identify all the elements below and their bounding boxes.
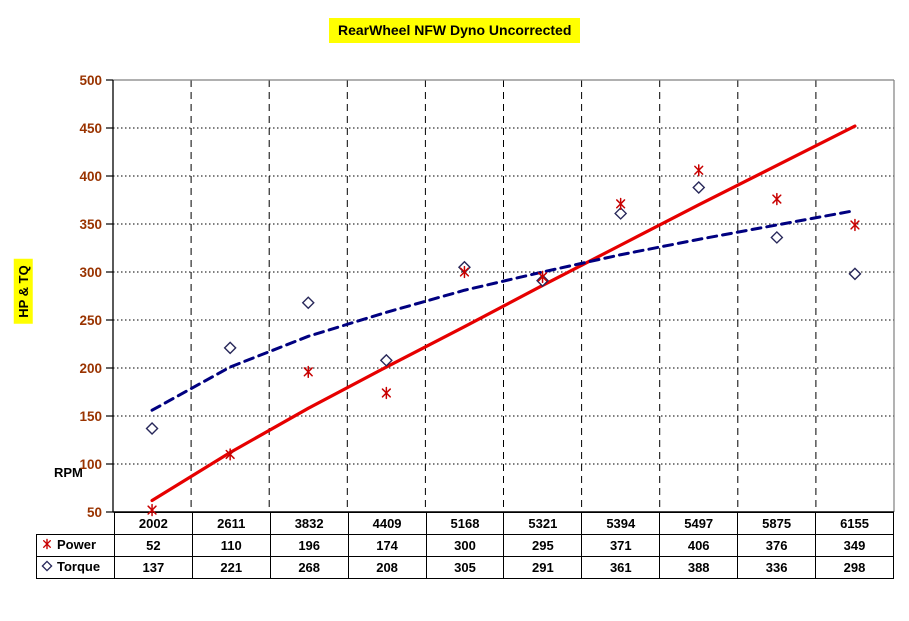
legend-torque: Torque (36, 556, 115, 579)
rpm-cell: 6155 (815, 512, 894, 535)
power-value-cell: 300 (425, 534, 505, 557)
data-table: 2002 2611 3832 4409 5168 5321 5394 5497 5875 6155… (36, 512, 894, 579)
y-tick-label: 300 (79, 265, 102, 280)
y-tick-label: 150 (79, 409, 102, 424)
torque-value-cell: 336 (737, 556, 817, 579)
power-marker (694, 164, 704, 177)
torque-marker (848, 267, 862, 281)
y-axis-title: HP & TQ (13, 259, 33, 324)
torque-marker (770, 230, 784, 244)
power-value-cell: 371 (581, 534, 661, 557)
y-tick-label: 350 (79, 217, 102, 232)
rpm-cell: 2611 (191, 512, 271, 535)
torque-value-cell: 305 (425, 556, 505, 579)
torque-marker (692, 181, 706, 195)
rpm-cell: 5168 (425, 512, 505, 535)
torque-marker (223, 341, 237, 355)
torque-value-cell: 361 (581, 556, 661, 579)
torque-value-cell: 388 (659, 556, 739, 579)
power-marker (616, 197, 626, 210)
x-gridlines (190, 80, 817, 512)
y-tick-label: 200 (79, 361, 102, 376)
power-marker (850, 218, 860, 232)
torque-value-cell: 298 (815, 556, 894, 579)
torque-series (145, 181, 862, 435)
rpm-cell: 3832 (269, 512, 349, 535)
legend-torque-label: Torque (57, 559, 101, 574)
power-marker (537, 270, 548, 283)
power-value-cell: 376 (737, 534, 817, 557)
torque-marker (457, 260, 471, 274)
legend-power-label: Power (57, 537, 97, 552)
torque-marker (536, 274, 550, 288)
torque-value-cell: 268 (269, 556, 349, 579)
power-marker (772, 192, 782, 206)
rpm-cell: 5394 (581, 512, 661, 535)
power-value-cell: 196 (269, 534, 349, 557)
torque-marker (614, 206, 628, 220)
rpm-cell: 5497 (659, 512, 739, 535)
rpm-cell: 5875 (737, 512, 817, 535)
legend-diamond-glyph (41, 560, 53, 572)
power-trendline (150, 124, 857, 503)
power-value-cell: 406 (659, 534, 739, 557)
torque-marker (301, 296, 315, 310)
table-corner-spacer (37, 513, 115, 535)
torque-marker (145, 421, 159, 435)
power-marker-icon (40, 537, 54, 554)
power-value-cell: 295 (503, 534, 583, 557)
power-marker (303, 365, 313, 378)
y-tick-label: 250 (79, 313, 102, 328)
y-tick-label: 500 (79, 73, 102, 88)
chart-title: RearWheel NFW Dyno Uncorrected (329, 18, 581, 43)
power-series (147, 164, 860, 517)
power-marker (225, 448, 235, 461)
legend-asterisk-glyph (42, 538, 52, 550)
rpm-cell: 2002 (113, 512, 193, 535)
legend-power: Power (36, 534, 115, 557)
power-row: Power 52 110 196 174 300 295 371 406 376 349 (36, 534, 894, 557)
torque-row: Torque 137 221 268 208 305 291 361 388 336 298 (36, 556, 894, 579)
y-tick-label: 450 (79, 121, 102, 136)
torque-marker (379, 353, 393, 367)
torque-value-cell: 208 (347, 556, 427, 579)
power-value-cell: 174 (347, 534, 427, 557)
torque-value-cell: 137 (113, 556, 193, 579)
x-axis-title: RPM (54, 465, 83, 480)
power-value-cell: 349 (815, 534, 894, 557)
y-tick-label: 400 (79, 169, 102, 184)
rpm-row: 2002 2611 3832 4409 5168 5321 5394 5497 5875 6155 (37, 512, 894, 535)
rpm-cell: 4409 (347, 512, 427, 535)
power-marker (459, 265, 470, 279)
torque-value-cell: 291 (503, 556, 583, 579)
power-marker (381, 386, 391, 400)
power-value-cell: 52 (113, 534, 193, 557)
rpm-cell: 5321 (503, 512, 583, 535)
torque-value-cell: 221 (191, 556, 271, 579)
torque-marker-icon (40, 559, 54, 576)
y-gridlines (113, 127, 894, 465)
power-value-cell: 110 (191, 534, 271, 557)
torque-trendline (150, 209, 857, 412)
